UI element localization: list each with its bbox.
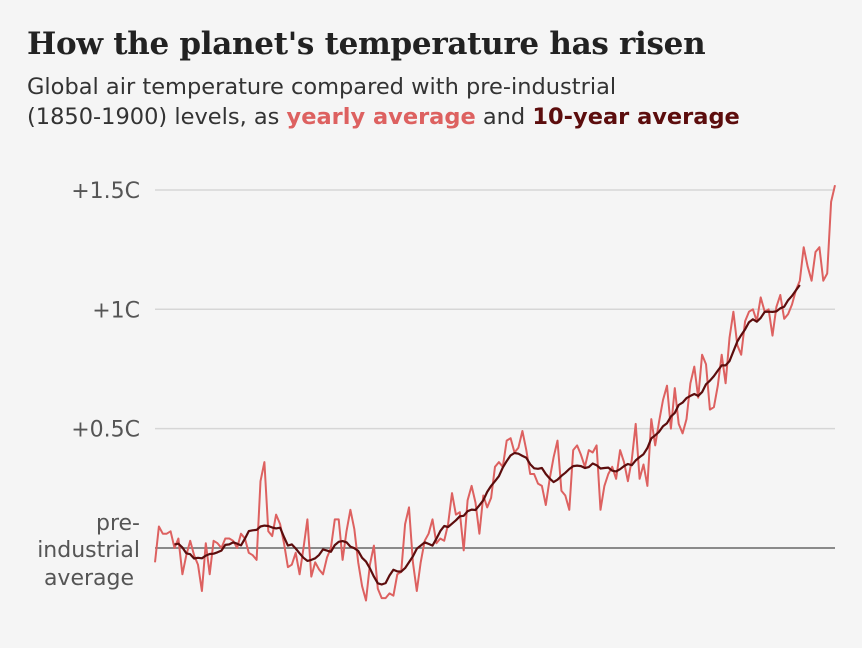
chart-subtitle: Global air temperature compared with pre… [27, 72, 857, 132]
y-tick-label: +1.5C [71, 179, 140, 204]
chart-title: How the planet's temperature has risen [27, 26, 706, 62]
legend-yearly: yearly average [286, 104, 476, 130]
y-tick-label: +0.5C [71, 418, 140, 443]
ten-year-average-line [174, 284, 801, 586]
y-tick-label: +1C [92, 298, 140, 323]
legend-decadal: 10-year average [532, 104, 740, 130]
subtitle-and: and [475, 104, 533, 130]
baseline-label-line3: average [44, 566, 134, 591]
baseline-label-line2: industrial [37, 538, 140, 563]
yearly-average-line [154, 184, 836, 602]
subtitle-prefix: (1850-1900) levels, as [27, 104, 287, 130]
baseline-label-line1: pre- [96, 511, 140, 536]
subtitle-line1: Global air temperature compared with pre… [27, 74, 617, 100]
